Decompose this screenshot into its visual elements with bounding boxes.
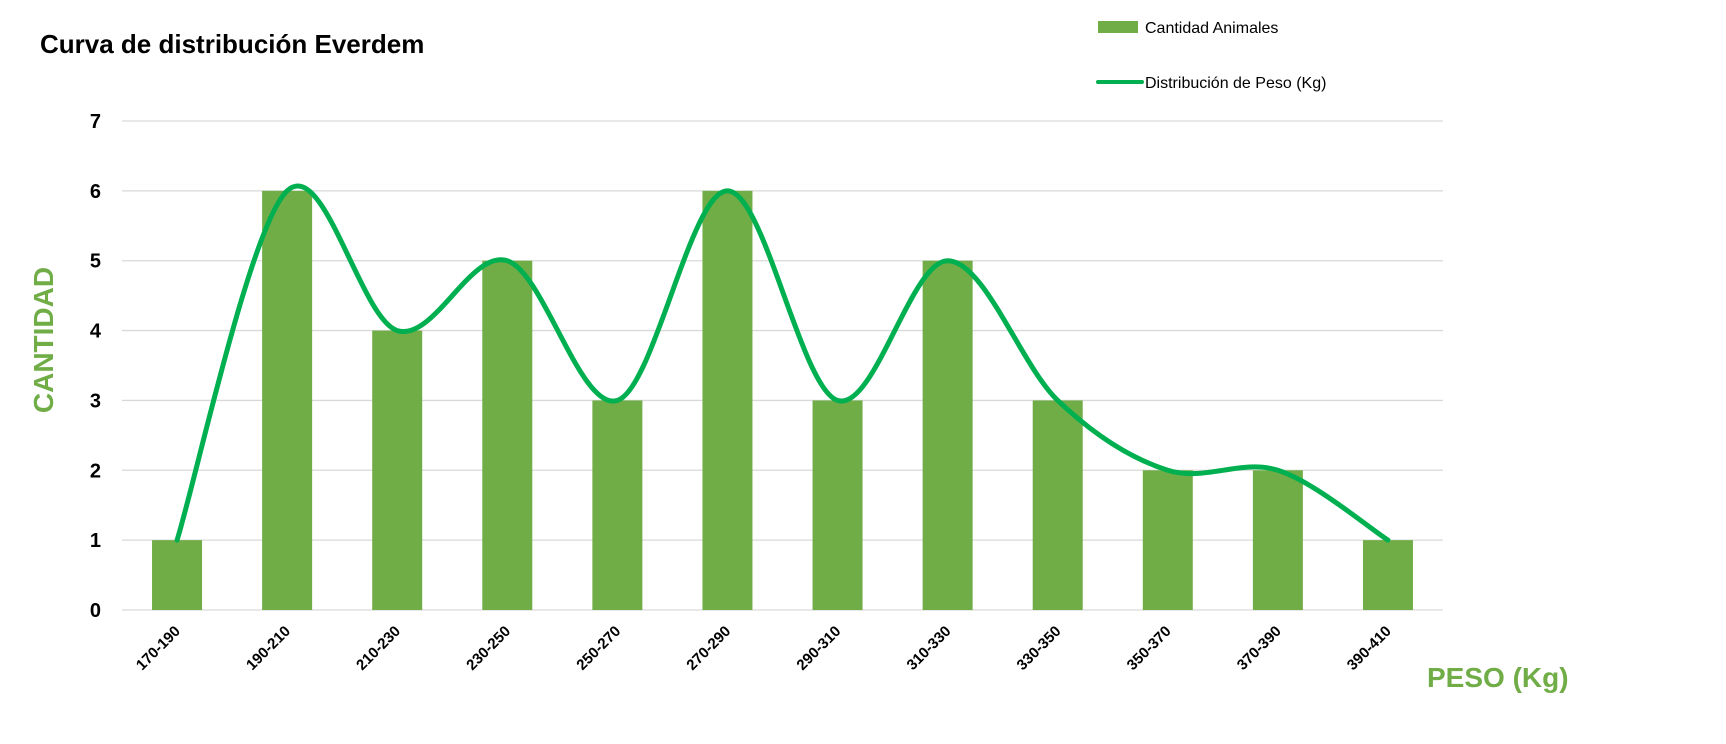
bar xyxy=(922,260,973,610)
x-tick-label: 250-270 xyxy=(573,623,624,674)
x-tick-label: 270-290 xyxy=(683,623,734,674)
x-tick-label: 370-390 xyxy=(1234,623,1285,674)
bar xyxy=(262,190,313,610)
bar xyxy=(1362,540,1413,610)
legend: Cantidad Animales Distribución de Peso (… xyxy=(1096,20,1326,92)
bar xyxy=(1252,470,1303,610)
y-tick-label: 2 xyxy=(90,460,101,482)
y-tick-label: 6 xyxy=(90,181,101,203)
legend-line-label: Distribución de Peso (Kg) xyxy=(1145,75,1326,92)
y-tick-label: 5 xyxy=(90,251,101,273)
x-tick-label: 310-330 xyxy=(903,623,954,674)
y-tick-labels: 0 1 2 3 4 5 6 7 xyxy=(90,111,102,622)
x-tick-label: 390-410 xyxy=(1344,623,1395,674)
y-tick-label: 4 xyxy=(90,321,102,343)
bar xyxy=(592,400,643,610)
chart-title: Curva de distribución Everdem xyxy=(40,29,424,59)
bar xyxy=(482,260,533,610)
x-tick-label: 210-230 xyxy=(353,623,404,674)
y-axis-label: CANTIDAD xyxy=(28,267,59,413)
y-tick-label: 3 xyxy=(90,390,101,412)
legend-bar-label: Cantidad Animales xyxy=(1145,20,1278,37)
x-tick-label: 170-190 xyxy=(133,623,184,674)
x-tick-label: 330-350 xyxy=(1014,623,1065,674)
bar xyxy=(1032,400,1083,610)
x-axis-label: PESO (Kg) xyxy=(1427,662,1569,693)
bar xyxy=(812,400,863,610)
x-tick-label: 190-210 xyxy=(243,623,294,674)
bar xyxy=(372,330,423,610)
distribution-curve xyxy=(174,183,1391,543)
y-tick-label: 7 xyxy=(90,111,101,133)
bar xyxy=(152,540,203,610)
gridlines xyxy=(122,120,1443,611)
y-tick-label: 0 xyxy=(90,600,101,622)
legend-bar-swatch xyxy=(1098,21,1138,33)
bars xyxy=(152,190,1413,610)
x-tick-label: 230-250 xyxy=(463,623,514,674)
bar xyxy=(702,190,753,610)
x-tick-label: 290-310 xyxy=(793,623,844,674)
x-tick-labels: 170-190 190-210 210-230 230-250 250-270 270-2… xyxy=(133,623,1395,674)
x-tick-label: 350-370 xyxy=(1124,623,1175,674)
bar xyxy=(1142,470,1193,610)
y-tick-label: 1 xyxy=(90,530,101,552)
